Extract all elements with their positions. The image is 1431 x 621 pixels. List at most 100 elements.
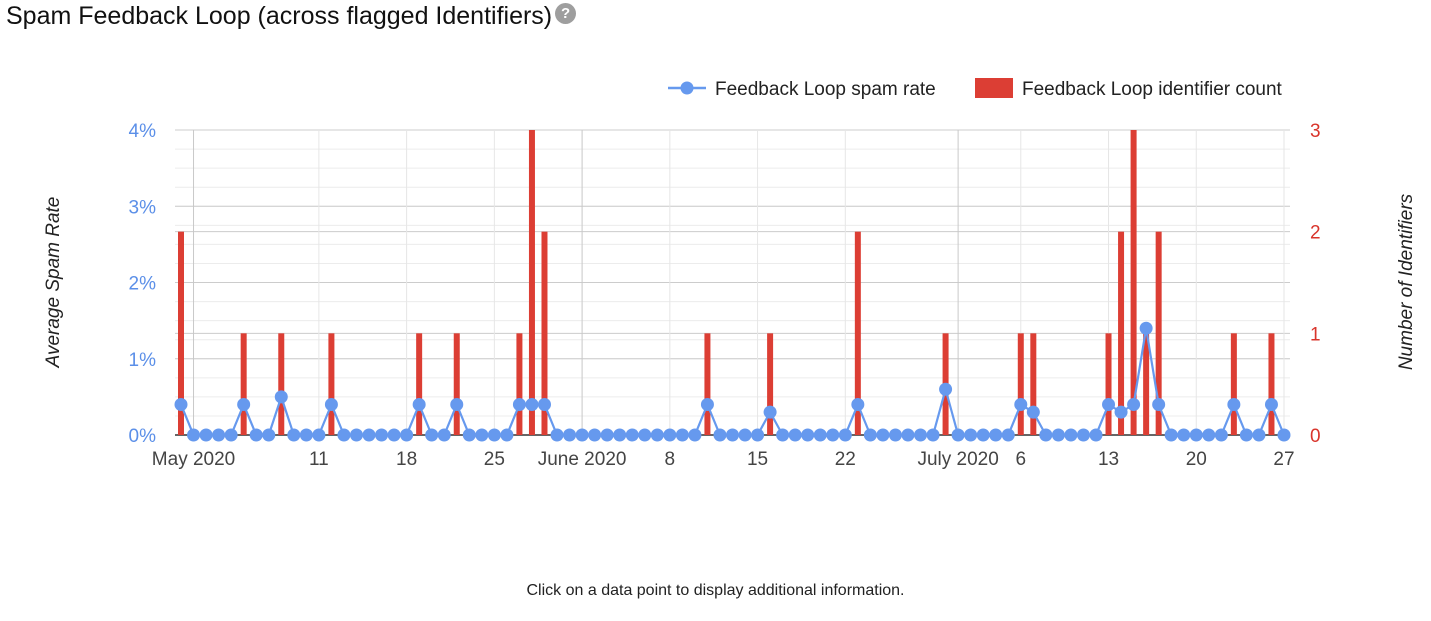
spam-rate-point[interactable] (1014, 398, 1028, 411)
spam-rate-point[interactable] (1214, 428, 1228, 442)
spam-rate-point[interactable] (575, 428, 589, 442)
spam-rate-point[interactable] (199, 428, 213, 442)
spam-rate-point[interactable] (1139, 321, 1153, 335)
spam-rate-point[interactable] (1102, 398, 1116, 411)
spam-rate-point[interactable] (425, 428, 439, 442)
spam-rate-point[interactable] (187, 428, 201, 442)
spam-rate-point[interactable] (989, 428, 1003, 442)
spam-rate-point[interactable] (588, 428, 602, 442)
identifier-count-bar[interactable] (416, 333, 423, 435)
spam-rate-point[interactable] (387, 428, 401, 442)
identifier-count-bar[interactable] (516, 333, 523, 435)
spam-rate-point[interactable] (1277, 428, 1291, 442)
spam-rate-point[interactable] (1252, 428, 1266, 442)
spam-rate-point[interactable] (487, 428, 501, 442)
identifier-count-bar[interactable] (328, 333, 335, 435)
spam-rate-point[interactable] (851, 398, 865, 411)
spam-rate-point[interactable] (362, 428, 376, 442)
spam-rate-point[interactable] (663, 428, 677, 442)
spam-rate-point[interactable] (600, 428, 614, 442)
spam-rate-point[interactable] (462, 428, 476, 442)
spam-rate-point[interactable] (1114, 405, 1128, 419)
spam-rate-point[interactable] (287, 428, 301, 442)
spam-rate-point[interactable] (1177, 428, 1191, 442)
spam-rate-point[interactable] (650, 428, 664, 442)
spam-rate-point[interactable] (675, 428, 689, 442)
spam-rate-point[interactable] (1089, 428, 1103, 442)
spam-rate-point[interactable] (563, 428, 577, 442)
spam-rate-point[interactable] (976, 428, 990, 442)
spam-rate-point[interactable] (1127, 398, 1141, 411)
spam-rate-point[interactable] (262, 428, 276, 442)
identifier-count-bar[interactable] (1017, 333, 1024, 435)
spam-rate-point[interactable] (212, 428, 226, 442)
spam-rate-point[interactable] (638, 428, 652, 442)
spam-rate-point[interactable] (337, 428, 351, 442)
spam-rate-point[interactable] (1164, 428, 1178, 442)
spam-rate-point[interactable] (299, 428, 313, 442)
spam-rate-point[interactable] (1189, 428, 1203, 442)
identifier-count-bar[interactable] (1143, 333, 1150, 435)
spam-rate-point[interactable] (1264, 398, 1278, 411)
identifier-count-bar[interactable] (854, 231, 861, 435)
spam-rate-point[interactable] (726, 428, 739, 442)
spam-rate-point[interactable] (826, 428, 840, 442)
spam-rate-point[interactable] (475, 428, 489, 442)
spam-rate-point[interactable] (625, 428, 639, 442)
spam-rate-point[interactable] (914, 428, 928, 442)
spam-rate-point[interactable] (174, 398, 188, 411)
spam-rate-point[interactable] (1064, 428, 1078, 442)
spam-rate-point[interactable] (324, 398, 338, 411)
spam-rate-point[interactable] (249, 428, 263, 442)
spam-rate-point[interactable] (964, 428, 978, 442)
identifier-count-bar[interactable] (453, 333, 460, 435)
spam-rate-point[interactable] (1076, 428, 1090, 442)
identifier-count-bar[interactable] (1155, 231, 1162, 435)
spam-rate-point[interactable] (751, 428, 765, 442)
spam-rate-point[interactable] (863, 428, 877, 442)
spam-rate-point[interactable] (926, 428, 940, 442)
spam-rate-point[interactable] (801, 428, 815, 442)
spam-rate-point[interactable] (437, 428, 451, 442)
spam-rate-point[interactable] (939, 382, 953, 396)
spam-rate-point[interactable] (613, 428, 627, 442)
spam-rate-point[interactable] (512, 398, 526, 411)
identifier-count-bar[interactable] (1030, 333, 1037, 435)
spam-rate-point[interactable] (1001, 428, 1015, 442)
spam-rate-point[interactable] (688, 428, 702, 442)
spam-rate-point[interactable] (349, 428, 363, 442)
identifier-count-bar[interactable] (541, 231, 548, 435)
identifier-count-bar[interactable] (1118, 231, 1125, 435)
question-circle-icon[interactable]: ? (555, 3, 577, 24)
spam-rate-point[interactable] (713, 428, 727, 442)
identifier-count-bar[interactable] (278, 333, 285, 435)
spam-rate-point[interactable] (1202, 428, 1216, 442)
spam-rate-point[interactable] (788, 428, 802, 442)
identifier-count-bar[interactable] (1268, 333, 1275, 435)
spam-rate-point[interactable] (901, 428, 915, 442)
spam-rate-point[interactable] (776, 428, 790, 442)
spam-rate-point[interactable] (274, 390, 288, 404)
identifier-count-bar[interactable] (178, 231, 184, 435)
spam-rate-point[interactable] (1026, 405, 1040, 419)
spam-rate-point[interactable] (888, 428, 902, 442)
identifier-count-bar[interactable] (1230, 333, 1237, 435)
spam-rate-point[interactable] (237, 398, 251, 411)
spam-rate-point[interactable] (1239, 428, 1253, 442)
spam-rate-point[interactable] (537, 398, 551, 411)
identifier-count-bar[interactable] (1105, 333, 1112, 435)
spam-rate-point[interactable] (550, 428, 564, 442)
spam-rate-point[interactable] (951, 428, 965, 442)
spam-rate-point[interactable] (1039, 428, 1053, 442)
spam-rate-point[interactable] (1152, 398, 1166, 411)
spam-rate-point[interactable] (838, 428, 852, 442)
spam-rate-point[interactable] (375, 428, 389, 442)
identifier-count-bar[interactable] (528, 130, 535, 435)
spam-rate-point[interactable] (1227, 398, 1241, 411)
spam-rate-point[interactable] (500, 428, 514, 442)
spam-rate-point[interactable] (700, 398, 714, 411)
identifier-count-bar[interactable] (240, 333, 247, 435)
spam-rate-point[interactable] (763, 405, 777, 419)
spam-rate-point[interactable] (813, 428, 827, 442)
spam-rate-point[interactable] (1051, 428, 1065, 442)
